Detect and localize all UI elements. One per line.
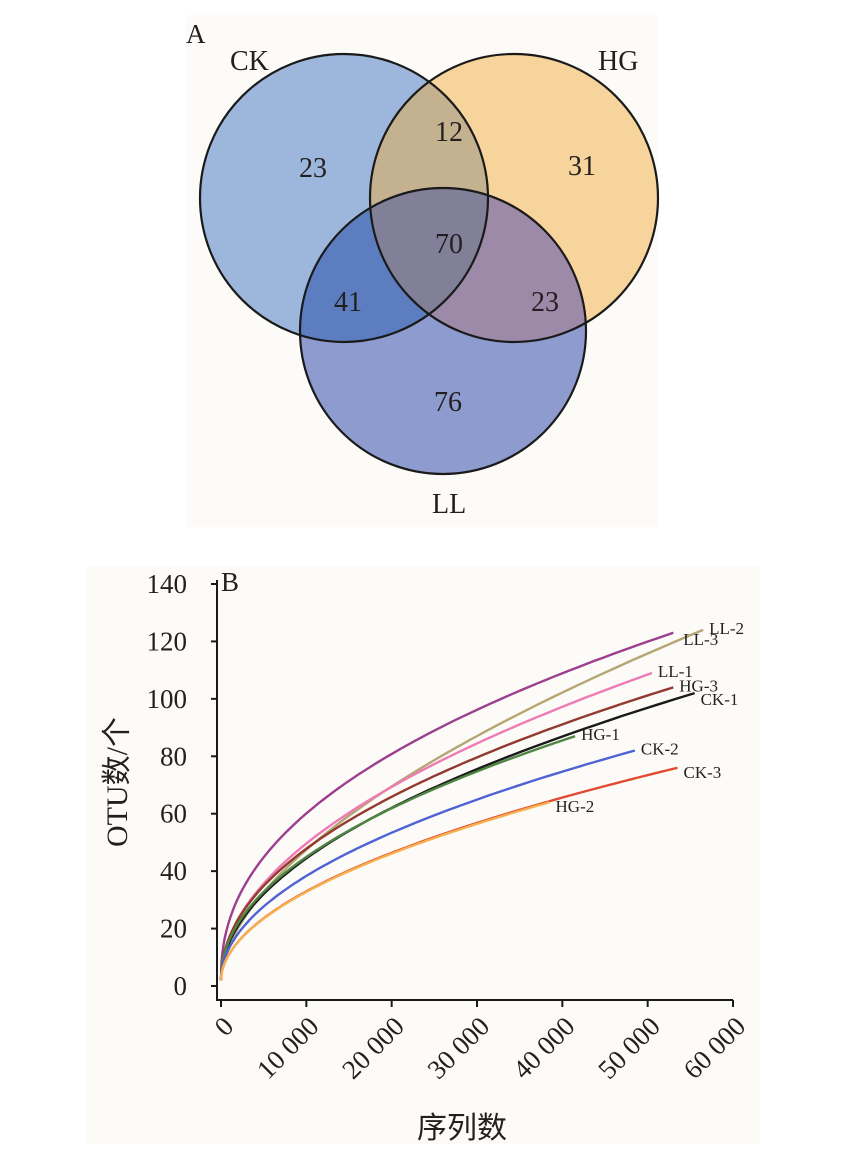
x-tick-label: 60 000 [678,1011,752,1085]
venn-panel: A CK HG LL 23 12 31 70 41 23 76 [186,15,660,527]
axes [216,580,733,1001]
venn-label-hg: HG [598,46,638,77]
y-tick-label: 0 [174,971,188,1001]
venn-value-ll-only: 76 [434,387,462,418]
x-tick-label: 40 000 [507,1011,581,1085]
x-tick-label: 10 000 [251,1011,325,1085]
x-axis-title: 序列数 [417,1112,507,1145]
venn-outline-ll [298,186,588,476]
panel-label-a: A [186,19,206,49]
x-tick-label: 30 000 [422,1011,496,1085]
series-line-hg-2 [219,801,550,981]
panel-label-b: B [221,567,239,597]
series-label: HG-3 [679,676,718,695]
y-tick-label: 120 [147,626,188,656]
series-line-hg-3 [219,686,674,981]
y-tick-label: 40 [160,856,187,886]
series-line-ll-3 [219,631,674,981]
venn-value-hg-ll: 23 [531,287,559,318]
y-tick-label: 20 [160,914,187,944]
venn-value-ck-only: 23 [299,153,327,184]
venn-svg: A CK HG LL 23 12 31 70 41 23 76 [186,19,660,520]
series-line-hg-1 [219,735,576,981]
venn-label-ck: CK [230,46,269,77]
venn-value-ck-hg: 12 [435,117,463,148]
y-axis-title: OTU数/个 [101,717,134,847]
series-line-ck-1 [219,691,695,981]
venn-label-ll: LL [432,489,466,520]
y-tick-label: 100 [147,684,188,714]
y-tick-label: 140 [147,569,188,599]
venn-value-hg-only: 31 [568,151,596,182]
series-label: CK-1 [701,690,739,709]
series-label: LL-2 [709,619,744,638]
x-tick-label: 0 [208,1011,239,1042]
venn-outline-ck [198,52,490,344]
venn-value-all: 70 [435,229,463,260]
y-tick-label: 80 [160,741,187,771]
x-tick-label: 50 000 [592,1011,666,1085]
series-line-ll-1 [219,671,653,981]
series-label: HG-1 [581,725,620,744]
venn-value-ck-ll: 41 [334,287,362,318]
venn-outline-hg [368,52,660,344]
series-label: HG-2 [556,797,595,816]
y-tick-label: 60 [160,799,187,829]
series-line-ck-2 [219,749,636,981]
series-line-ck-3 [219,766,678,981]
series-label: CK-3 [684,763,722,782]
series-label: LL-1 [658,662,693,681]
x-tick-label: 20 000 [336,1011,410,1085]
series-label: CK-2 [641,740,679,759]
series-label: LL-3 [683,630,718,649]
x-ticks: 0 10 000 20 000 30 000 40 000 50 000 60 000 [208,1000,751,1085]
series-labels: LL-2LL-3 LL-1HG-3CK-1 HG-1 CK-2 CK-3 HG-2 [556,619,745,816]
rarefaction-chart: 0 20 40 60 80 100 120 140 0 10 000 20 000 30 000 40… [101,567,751,1145]
rarefaction-panel: 0 20 40 60 80 100 120 140 0 10 000 20 000 30 000 40… [87,566,760,1145]
y-ticks: 0 20 40 60 80 100 120 140 [147,569,217,1001]
series-lines [219,628,704,981]
